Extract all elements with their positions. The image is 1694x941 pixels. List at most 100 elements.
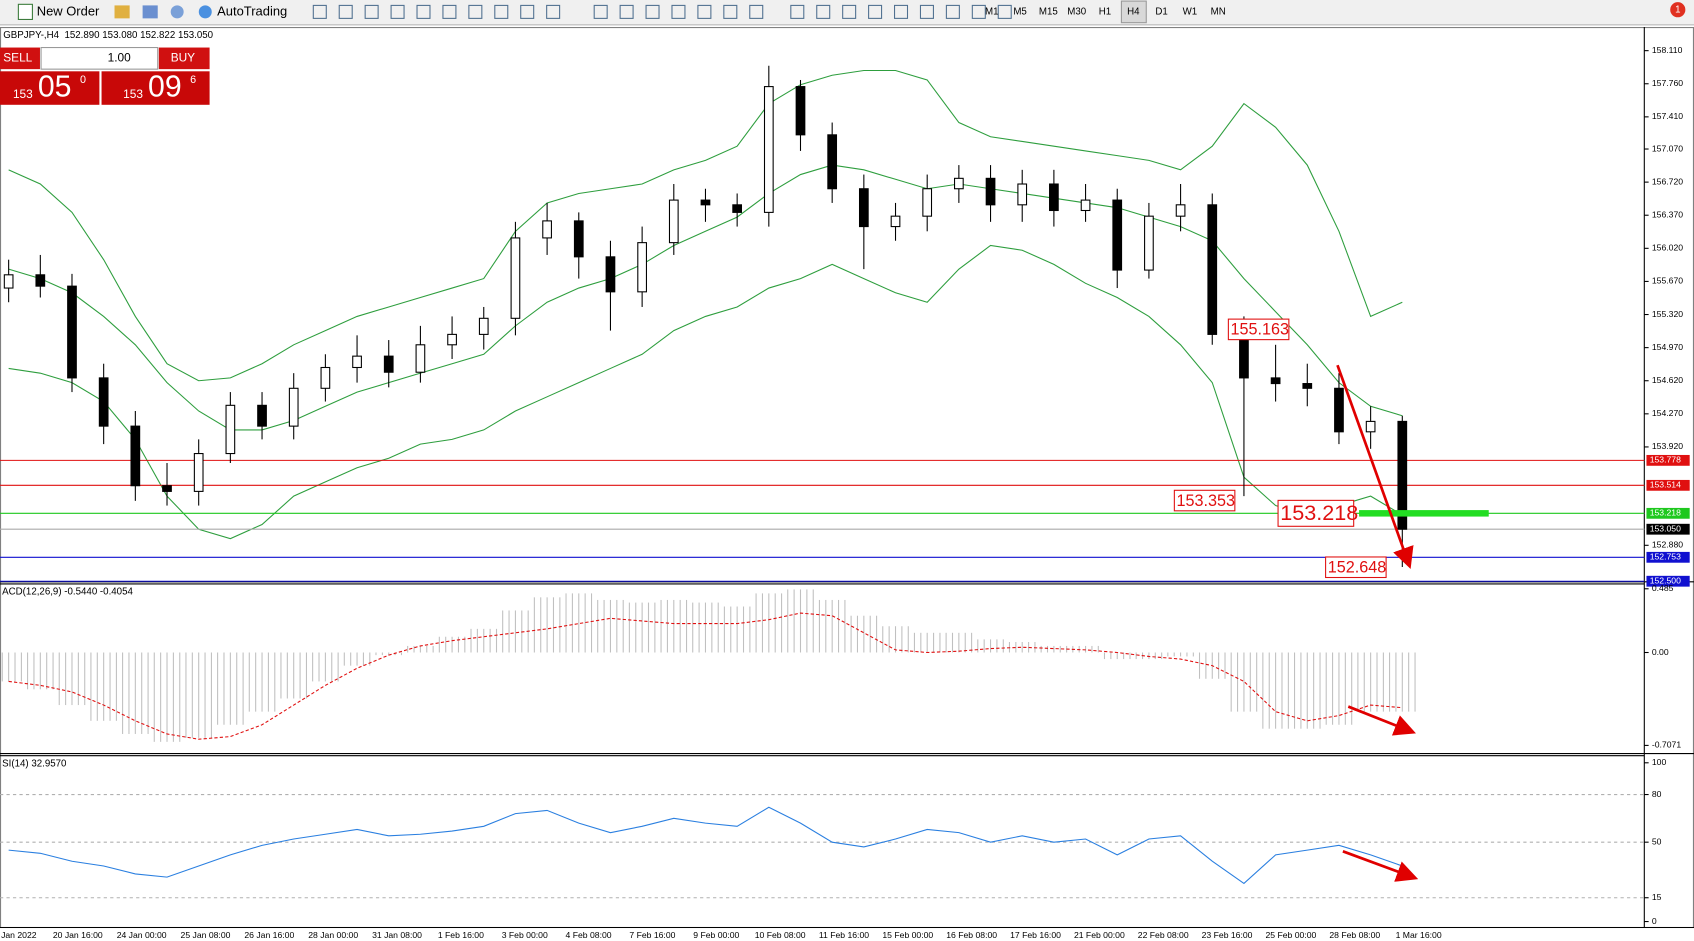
toolbar-icon[interactable]: [971, 4, 986, 19]
y-tick-label: 50: [1652, 836, 1662, 846]
y-tick-label: 0: [1652, 916, 1657, 926]
y-tick-label: 158.110: [1652, 45, 1683, 55]
timeframe-button[interactable]: M1: [985, 6, 999, 17]
candle-body: [1144, 215, 1154, 271]
toolbar-icon[interactable]: [790, 4, 805, 19]
timeframe-button[interactable]: H4: [1127, 6, 1140, 17]
icon[interactable]: [142, 5, 158, 19]
timeframe-button[interactable]: D1: [1155, 6, 1167, 17]
candle-body: [605, 256, 616, 293]
annotation: 155.163: [1231, 321, 1290, 339]
volume-input[interactable]: [40, 47, 159, 70]
candle-body: [732, 204, 743, 213]
y-tick-label: 157.760: [1652, 78, 1683, 88]
new-order-icon[interactable]: [17, 3, 33, 20]
notification-badge[interactable]: [1670, 2, 1686, 18]
x-tick-label: 20 Jan 16:00: [53, 930, 103, 940]
x-tick-label: 3 Feb 00:00: [502, 930, 548, 940]
candle-body: [1017, 183, 1028, 206]
toolbar-icon[interactable]: [919, 4, 934, 19]
x-tick-label: 17 Feb 16:00: [1010, 930, 1061, 940]
toolbar-icon[interactable]: [364, 4, 379, 19]
toolbar-icon[interactable]: [842, 4, 857, 19]
buy-button[interactable]: [158, 47, 210, 70]
toolbar-icon[interactable]: [593, 4, 608, 19]
x-tick-label: 28 Jan 00:00: [308, 930, 358, 940]
toolbar-icon[interactable]: [868, 4, 883, 19]
rsi-pane: 100 80 50 15 0: [0, 757, 1666, 926]
autotrading-icon[interactable]: [198, 5, 212, 19]
main-chart: 158.110 157.760 157.410 157.070 156.720 156.3…: [0, 45, 1690, 587]
x-tick-label: 7 Feb 16:00: [629, 930, 675, 940]
sell-price-prefix: 153: [13, 87, 33, 101]
annotation: 152.648: [1328, 559, 1387, 577]
timeframe-button[interactable]: M5: [1013, 6, 1027, 17]
sell-label: SELL: [3, 50, 32, 64]
candle-body: [3, 274, 14, 289]
y-tick-label: 155.670: [1652, 276, 1683, 286]
timeframe-button[interactable]: H1: [1099, 6, 1111, 17]
candle-body: [478, 317, 489, 335]
timeframe-button[interactable]: M30: [1067, 6, 1087, 17]
toolbar-icon[interactable]: [520, 4, 535, 19]
toolbar-icon[interactable]: [619, 4, 634, 19]
annotation-box: [1227, 318, 1290, 341]
toolbar-icon[interactable]: [312, 4, 327, 19]
sell-price-fraction: 0: [80, 74, 86, 86]
icon[interactable]: [114, 5, 130, 19]
x-tick-label: 1 Mar 16:00: [1396, 930, 1442, 940]
candle-body: [827, 134, 838, 190]
macd-pane: 0.485 0.00 -0.7071: [1, 583, 1681, 750]
x-tick-label: 28 Feb 08:00: [1329, 930, 1380, 940]
y-tick-label: 156.370: [1652, 210, 1683, 220]
x-tick-label: 16 Feb 08:00: [946, 930, 997, 940]
candle-body: [415, 344, 426, 373]
x-tick-label: 9 Feb 00:00: [693, 930, 739, 940]
candle-body: [510, 237, 521, 319]
candle-body: [288, 387, 299, 427]
candle-body: [447, 333, 457, 346]
macd-header: ACD(12,26,9) -0.5440 -0.4054: [2, 587, 133, 598]
timeframe-button[interactable]: M15: [1039, 6, 1058, 17]
price-label-box: [1646, 454, 1690, 466]
candle-body: [795, 86, 806, 136]
toolbar-icon[interactable]: [749, 4, 764, 19]
toolbar-icon[interactable]: [442, 4, 457, 19]
candle-body: [1334, 387, 1344, 433]
price-label: 152.753: [1650, 552, 1681, 562]
toolbar-icon[interactable]: [945, 4, 960, 19]
toolbar-icon[interactable]: [494, 4, 509, 19]
candle-body: [1270, 377, 1281, 385]
toolbar-icon[interactable]: [816, 4, 831, 19]
timeframe-button[interactable]: MN: [1211, 6, 1226, 17]
toolbar-icon[interactable]: [723, 4, 738, 19]
toolbar-icon[interactable]: [893, 4, 909, 19]
timeframe-active: [1120, 0, 1147, 24]
candle-body: [542, 220, 552, 239]
price-label: 153.218: [1650, 508, 1681, 518]
bollinger-middle: [8, 164, 1403, 431]
candle-body: [352, 355, 362, 369]
price-label-box: [1646, 479, 1690, 491]
toolbar-icon[interactable]: [468, 4, 483, 19]
timeframe-button[interactable]: W1: [1183, 6, 1198, 17]
toolbar-icon[interactable]: [338, 4, 353, 19]
new-order-button[interactable]: New Order: [37, 3, 100, 18]
toolbar-icon[interactable]: [645, 4, 660, 19]
toolbar-icon[interactable]: [390, 4, 405, 19]
toolbar-icon[interactable]: [697, 4, 712, 19]
buy-price-box[interactable]: [101, 71, 210, 105]
autotrading-button[interactable]: AutoTrading: [217, 3, 287, 18]
y-tick-label: 157.410: [1652, 111, 1683, 121]
sell-button[interactable]: [0, 47, 40, 70]
toolbar-icon[interactable]: [546, 4, 561, 19]
toolbar-icon[interactable]: [671, 4, 686, 19]
sell-price-box[interactable]: [0, 71, 100, 105]
icon[interactable]: [170, 5, 184, 19]
toolbar-icon[interactable]: [416, 4, 431, 19]
toolbar-icon[interactable]: [997, 4, 1012, 19]
candle-body: [1207, 204, 1218, 335]
y-tick-label: 15: [1652, 892, 1662, 902]
